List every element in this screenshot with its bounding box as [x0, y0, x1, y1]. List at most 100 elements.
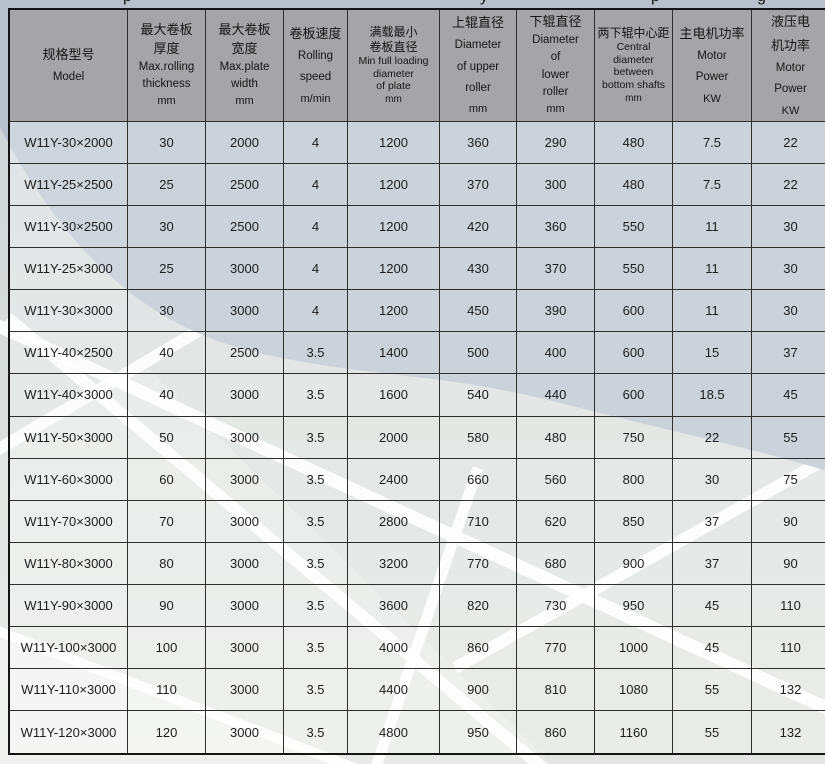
- header-zh-line: 液压电: [770, 14, 810, 29]
- table-row: W11Y-60×3000 60 3000 3.5 2400 660 560 800 30 75: [8, 457, 825, 501]
- cell-max_thickness: 30: [127, 205, 206, 249]
- table-row: W11Y-110×3000 110 3000 3.5 4400 900 810 1080 55 1…: [8, 667, 825, 712]
- cell-max_width: 3000: [205, 710, 284, 755]
- cell-lower_roller: 810: [516, 667, 595, 712]
- cell-rolling_speed: 3.5: [283, 583, 348, 627]
- cell-central_distance: 550: [594, 205, 673, 249]
- header-zh-line: 宽度: [231, 40, 258, 56]
- header-unit: mm: [157, 95, 176, 108]
- header-unit: m/min: [300, 92, 331, 105]
- cell-rolling_speed: 4: [283, 289, 348, 333]
- table-header: 规格型号 Model 最大卷板 厚度 Max.rolling thickness mm 最大卷…: [8, 8, 825, 122]
- header-unit: KW: [781, 104, 800, 117]
- table-row: W11Y-25×3000 25 3000 4 1200 430 370 550 11 30: [8, 247, 825, 291]
- cell-upper_roller: 860: [439, 625, 517, 669]
- cell-rolling_speed: 4: [283, 205, 348, 249]
- cell-lower_roller: 560: [516, 457, 595, 501]
- column-header-min_diameter: 满载最小 卷板直径 Min full loading diameter of plate…: [347, 8, 440, 122]
- cropped-title-letter: g: [757, 0, 766, 6]
- cell-central_distance: 900: [594, 541, 673, 585]
- column-header-motor_power: 主电机功率 Motor Power KW: [672, 8, 752, 122]
- header-en-line: Motor: [775, 62, 806, 75]
- header-en-line: Central: [616, 40, 651, 53]
- cell-max_thickness: 90: [127, 583, 206, 627]
- cell-lower_roller: 480: [516, 415, 595, 459]
- cell-lower_roller: 400: [516, 331, 595, 375]
- header-unit: mm: [468, 103, 488, 116]
- cell-central_distance: 600: [594, 289, 673, 333]
- cell-model: W11Y-80×3000: [8, 541, 128, 585]
- cell-rolling_speed: 3.5: [283, 373, 348, 417]
- cropped-title: pypg: [0, 0, 825, 7]
- cell-min_diameter: 2800: [347, 499, 440, 543]
- cell-max_thickness: 110: [127, 667, 206, 712]
- cell-motor_power: 30: [672, 457, 752, 501]
- header-en-line: width: [231, 78, 258, 91]
- header-unit: KW: [703, 92, 721, 105]
- cell-rolling_speed: 3.5: [283, 499, 348, 543]
- header-en-line: Rolling: [297, 50, 334, 63]
- header-en-line: of plate: [376, 80, 411, 93]
- cell-central_distance: 1160: [594, 710, 673, 755]
- cell-max_width: 3000: [205, 289, 284, 333]
- header-zh-line: 卷板速度: [289, 26, 342, 42]
- cell-rolling_speed: 3.5: [283, 331, 348, 375]
- cell-model: W11Y-30×2500: [8, 205, 128, 249]
- cell-min_diameter: 1200: [347, 163, 440, 207]
- header-en-line: Diameter: [454, 39, 502, 52]
- cell-model: W11Y-120×3000: [8, 710, 128, 755]
- table-row: W11Y-40×3000 40 3000 3.5 1600 540 440 600 18.5 45: [8, 373, 825, 417]
- cell-motor_power: 11: [672, 205, 752, 249]
- column-header-model: 规格型号 Model: [8, 8, 128, 122]
- cell-motor_power: 55: [672, 710, 752, 755]
- cell-model: W11Y-70×3000: [8, 499, 128, 543]
- table-row: W11Y-30×3000 30 3000 4 1200 450 390 600 11 30: [8, 289, 825, 333]
- header-zh-line: 下辊直径: [529, 14, 582, 30]
- cell-upper_roller: 360: [439, 120, 517, 165]
- cell-min_diameter: 3200: [347, 541, 440, 585]
- cell-hydraulic_power: 132: [751, 710, 825, 755]
- cell-central_distance: 600: [594, 373, 673, 417]
- cell-hydraulic_power: 110: [751, 625, 825, 669]
- header-zh-line: 卷板直径: [369, 39, 418, 54]
- cell-max_thickness: 50: [127, 415, 206, 459]
- cell-max_width: 2500: [205, 331, 284, 375]
- cell-hydraulic_power: 132: [751, 667, 825, 712]
- cell-upper_roller: 950: [439, 710, 517, 755]
- cell-model: W11Y-25×2500: [8, 163, 128, 207]
- cell-motor_power: 18.5: [672, 373, 752, 417]
- cell-min_diameter: 1200: [347, 289, 440, 333]
- cell-rolling_speed: 3.5: [283, 415, 348, 459]
- cell-max_width: 2000: [205, 120, 284, 165]
- header-zh-line: 最大卷板: [140, 22, 193, 38]
- column-header-hydraulic_power: 液压电 机功率 Motor Power KW: [751, 8, 825, 122]
- cell-max_width: 3000: [205, 541, 284, 585]
- cell-upper_roller: 900: [439, 667, 517, 712]
- cell-lower_roller: 860: [516, 710, 595, 755]
- cell-central_distance: 1000: [594, 625, 673, 669]
- header-zh-line: 规格型号: [42, 46, 95, 62]
- cell-upper_roller: 710: [439, 499, 517, 543]
- header-zh-line: 上辊直径: [451, 15, 504, 31]
- table-row: W11Y-70×3000 70 3000 3.5 2800 710 620 850 37 90: [8, 499, 825, 543]
- cell-central_distance: 850: [594, 499, 673, 543]
- cell-min_diameter: 1200: [347, 205, 440, 249]
- cell-hydraulic_power: 22: [751, 120, 825, 165]
- header-en-line: Diameter: [532, 34, 579, 47]
- cell-model: W11Y-25×3000: [8, 247, 128, 291]
- cell-motor_power: 37: [672, 541, 752, 585]
- header-en-line: of: [550, 51, 561, 64]
- header-en-line: roller: [542, 85, 569, 98]
- cell-max_width: 2500: [205, 205, 284, 249]
- column-header-max_thickness: 最大卷板 厚度 Max.rolling thickness mm: [127, 8, 206, 122]
- cell-rolling_speed: 3.5: [283, 625, 348, 669]
- cell-upper_roller: 370: [439, 163, 517, 207]
- cell-upper_roller: 420: [439, 205, 517, 249]
- cell-lower_roller: 770: [516, 625, 595, 669]
- cell-hydraulic_power: 30: [751, 205, 825, 249]
- cell-model: W11Y-40×3000: [8, 373, 128, 417]
- header-zh-line: 最大卷板: [218, 22, 271, 38]
- cell-max_width: 3000: [205, 583, 284, 627]
- cell-motor_power: 7.5: [672, 120, 752, 165]
